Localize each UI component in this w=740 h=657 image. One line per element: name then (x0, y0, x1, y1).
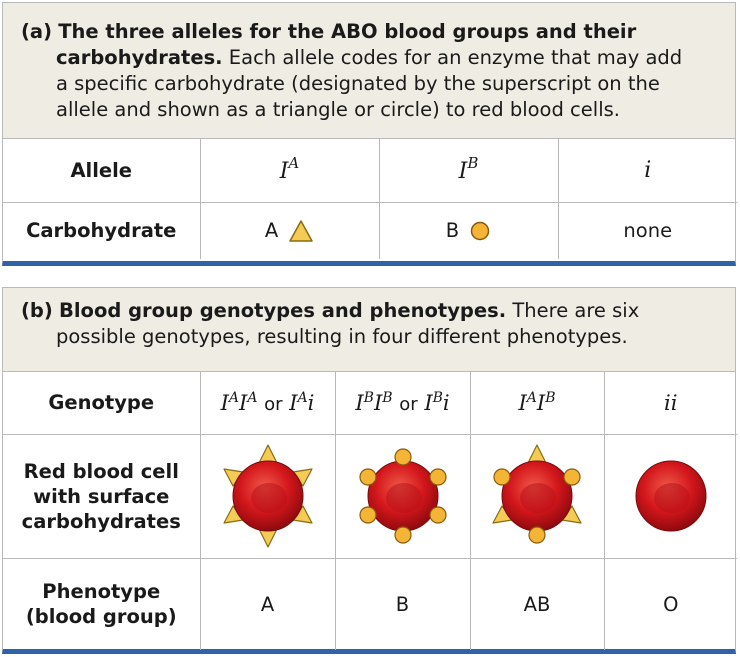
phenotype-row: Phenotype (blood group) A B AB O (3, 558, 737, 650)
panel-b-desc-2: possible genotypes, resulting in four di… (56, 325, 628, 348)
panel-b-caption: (b) Blood group genotypes and phenotypes… (3, 288, 735, 372)
circle-icon (470, 221, 490, 240)
panel-b-desc-1: There are six (506, 299, 640, 322)
panel-a: (a) The three alleles for the ABO blood … (2, 2, 737, 266)
genotype-A: IAIA or IAi (200, 372, 336, 435)
carbohydrate-A-cell: A (200, 202, 380, 259)
carbohydrate-A-label: A (264, 219, 279, 243)
cell-B (335, 434, 471, 559)
phenotype-AB: AB (470, 558, 605, 650)
row-header-red-blood-cell: Red blood cell with surface carbohydrate… (3, 434, 201, 559)
genotype-B: IBIB or IBi (335, 372, 471, 435)
red-blood-cell-plain-icon (635, 460, 707, 532)
row-header-phenotype: Phenotype (blood group) (3, 558, 201, 650)
red-blood-cell-with-triangles-and-circles-icon (492, 444, 582, 544)
genotype-AB: IAIB (470, 372, 605, 435)
panel-a-desc-3: allele and shown as a triangle or circle… (56, 98, 620, 121)
panel-b-title: Blood group genotypes and phenotypes. (59, 299, 507, 322)
row-header-genotype: Genotype (3, 372, 201, 435)
allele-IA: IA (200, 139, 380, 203)
carbohydrate-none: none (623, 219, 673, 243)
phenotype-O: O (663, 592, 679, 616)
allele-i: i (558, 139, 737, 203)
cell-AB (470, 434, 605, 559)
allele-row: Allele IA IB i (3, 139, 737, 203)
genotype-row: Genotype IAIA or IAi IBIB or IBi IAIB ii (3, 372, 737, 435)
phenotype-B: B (335, 558, 471, 650)
cell-row: Red blood cell with surface carbohydrate… (3, 434, 737, 559)
carbohydrate-B-label: B (445, 219, 460, 243)
panel-a-label: (a) (21, 20, 52, 43)
genotype-table: Genotype IAIA or IAi IBIB or IBi IAIB ii… (3, 372, 737, 650)
panel-b: (b) Blood group genotypes and phenotypes… (2, 287, 737, 654)
row-header-carbohydrate: Carbohydrate (3, 202, 201, 259)
allele-IB: IB (379, 139, 559, 203)
carbohydrate-B-cell: B (379, 202, 559, 259)
cell-O (604, 434, 737, 559)
panel-a-title: The three alleles for the ABO blood grou… (58, 20, 637, 43)
carbohydrate-row: Carbohydrate A B none (3, 202, 737, 259)
panel-a-desc-2: a specific carbohydrate (designated by t… (56, 72, 660, 95)
genotype-O: ii (604, 372, 737, 435)
panel-a-title-cont: carbohydrates. (56, 46, 223, 69)
panel-a-desc-1: Each allele codes for an enzyme that may… (222, 46, 683, 69)
red-blood-cell-with-circles-icon (358, 448, 447, 544)
allele-table: Allele IA IB i Carbohydrate A B none (3, 139, 737, 259)
panel-b-label: (b) (21, 299, 53, 322)
red-blood-cell-with-triangles-icon (222, 444, 313, 548)
row-header-allele: Allele (3, 139, 201, 203)
triangle-icon (289, 220, 313, 242)
cell-A (200, 434, 336, 559)
phenotype-A: A (200, 558, 336, 650)
panel-a-caption: (a) The three alleles for the ABO blood … (3, 3, 735, 139)
